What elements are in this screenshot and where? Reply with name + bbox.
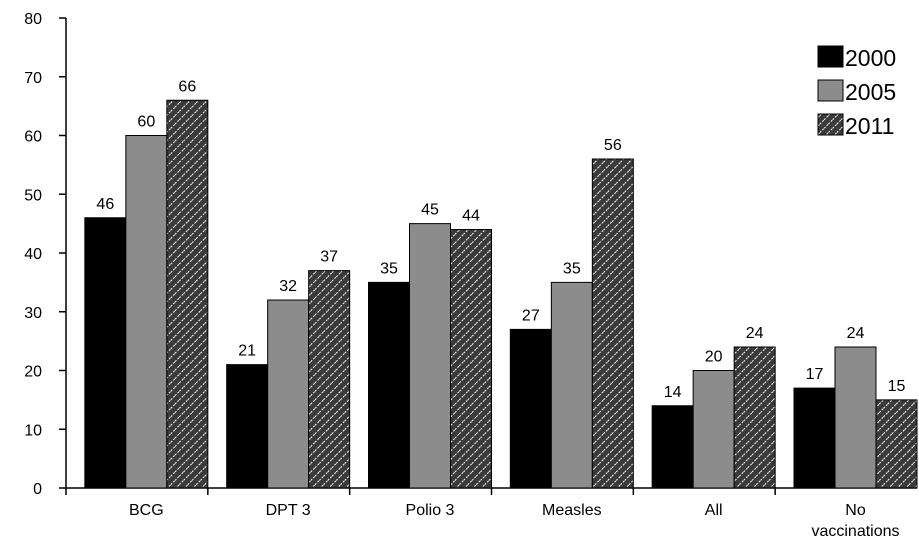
legend-swatch-2011	[817, 113, 844, 136]
data-label-polio-3-2000: 35	[380, 260, 398, 277]
legend-label-2000: 2000	[845, 45, 896, 71]
legend: 2000 2005 2011	[817, 45, 896, 139]
data-label-measles-2000: 27	[522, 307, 540, 324]
y-tick-label-50: 50	[24, 187, 42, 204]
data-label-polio-3-2005: 45	[421, 202, 439, 219]
y-tick-label-40: 40	[24, 246, 42, 263]
data-label-all-2000: 14	[664, 384, 682, 401]
bar-dpt-3-2005	[267, 299, 310, 489]
x-category-label-polio-3: Polio 3	[406, 502, 455, 519]
bar-measles-2011	[591, 158, 634, 489]
y-tick-label-60: 60	[24, 129, 42, 146]
bar-dpt-3-2011	[308, 270, 351, 489]
y-tick-label-10: 10	[24, 422, 42, 439]
data-label-all-2011: 24	[746, 325, 764, 342]
data-label-no-vaccinations-2000: 17	[806, 366, 824, 383]
y-tick-label-80: 80	[24, 11, 42, 28]
legend-label-2011: 2011	[845, 113, 894, 139]
bar-polio-3-2011	[450, 229, 492, 489]
y-tick-label-70: 70	[24, 70, 42, 87]
bar-bcg-2011	[166, 99, 209, 489]
bar-no-vaccinations-2000	[793, 387, 836, 489]
bar-dpt-3-2000	[226, 364, 269, 489]
data-label-bcg-2011: 66	[178, 78, 196, 95]
bar-measles-2000	[509, 328, 552, 489]
legend-swatch-2005	[817, 79, 844, 102]
x-category-label-no-vaccinations: No vaccinations	[811, 502, 899, 540]
data-label-no-vaccinations-2005: 24	[847, 325, 865, 342]
y-tick-label-30: 30	[24, 305, 42, 322]
data-label-bcg-2005: 60	[137, 114, 155, 131]
bar-polio-3-2005	[409, 223, 451, 489]
y-tick-label-20: 20	[24, 364, 42, 381]
bar-all-2011	[733, 346, 776, 489]
data-label-polio-3-2011: 44	[462, 208, 480, 225]
bar-no-vaccinations-2005	[834, 346, 877, 489]
x-category-label-bcg: BCG	[129, 502, 164, 519]
bar-measles-2005	[550, 281, 593, 489]
legend-swatch-2000	[817, 45, 844, 68]
data-label-no-vaccinations-2011: 15	[888, 378, 906, 395]
bar-no-vaccinations-2011	[875, 399, 918, 489]
bar-polio-3-2000	[368, 281, 410, 489]
x-category-label-all: All	[705, 502, 723, 519]
data-label-measles-2011: 56	[604, 137, 622, 154]
bar-bcg-2000	[84, 217, 127, 489]
data-label-dpt-3-2000: 21	[238, 343, 256, 360]
bar-bcg-2005	[125, 135, 168, 489]
bar-all-2000	[651, 405, 694, 489]
legend-label-2005: 2005	[845, 79, 896, 105]
data-label-all-2005: 20	[705, 349, 723, 366]
x-category-label-measles: Measles	[542, 502, 602, 519]
data-label-measles-2005: 35	[563, 260, 581, 277]
data-label-dpt-3-2011: 37	[320, 249, 338, 266]
data-label-bcg-2000: 46	[96, 196, 114, 213]
plot-area: 0 10 20 30 40 50 60 70 80 46 60 66 BCG 21 32 37 DPT 3 35 4…	[24, 11, 918, 540]
x-category-label-dpt-3: DPT 3	[266, 502, 311, 519]
data-label-dpt-3-2005: 32	[279, 278, 297, 295]
bar-all-2005	[692, 370, 735, 489]
y-tick-label-0: 0	[33, 481, 42, 498]
